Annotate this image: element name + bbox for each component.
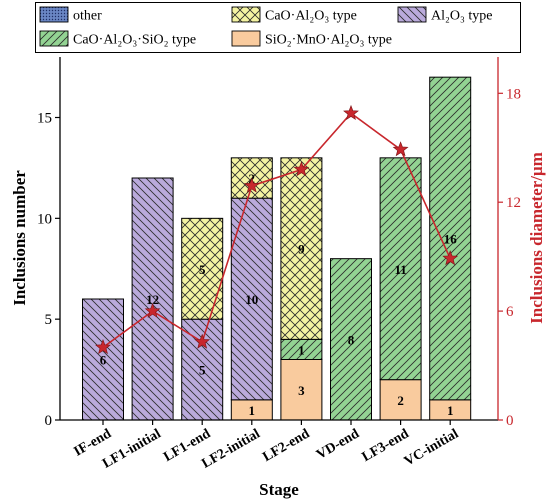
legend-label: CaO·Al₂O₃ type [265, 9, 357, 24]
data-label: 5 [199, 262, 206, 277]
y-tick-label: 10 [37, 211, 52, 227]
bar-segment [131, 177, 174, 421]
diameter-star-marker [95, 339, 111, 355]
legend-swatch [231, 30, 261, 47]
diameter-star-marker [144, 302, 161, 318]
legend: other CaO·Al₂O₃ type Al₂O₃ type CaO·Al₂O₃·S… [35, 2, 521, 53]
bar-segment [82, 298, 124, 421]
x-axis-title: Stage [259, 480, 299, 499]
y-axis-title: Inclusions number [10, 170, 29, 306]
diameter-star-marker [392, 141, 409, 157]
legend-swatch [397, 6, 427, 23]
bar-segment [379, 157, 422, 381]
bar-segment [379, 379, 422, 421]
diameter-star-marker [442, 250, 459, 266]
data-label: 12 [146, 292, 159, 307]
data-label: 2 [397, 393, 404, 408]
y2-axis-title: Inclusions diameter/μm [527, 152, 546, 324]
legend-swatch [39, 6, 69, 23]
bar-segment [181, 217, 224, 320]
y2-tick-label: 6 [506, 304, 514, 320]
data-label: 1 [249, 403, 256, 418]
data-label: 8 [348, 332, 355, 347]
data-label: 3 [298, 383, 305, 398]
legend-label: other [73, 9, 102, 24]
data-label: 16 [444, 232, 458, 247]
bar-segment [280, 359, 323, 421]
y2-tick-label: 18 [506, 86, 521, 102]
data-label: 9 [298, 242, 305, 257]
diameter-star-marker [293, 161, 310, 177]
y2-tick-label: 12 [506, 195, 521, 211]
x-tick-label: VC-initial [402, 426, 461, 469]
legend-swatch [39, 30, 69, 47]
bar-segment [230, 197, 273, 401]
bar-segment [181, 318, 224, 421]
data-label: 11 [394, 262, 406, 277]
diameter-star-marker [194, 333, 211, 349]
y-tick-label: 0 [45, 413, 53, 429]
diameter-line [95, 104, 459, 355]
data-label: 5 [199, 363, 206, 378]
data-label: 1 [298, 342, 305, 357]
legend-label: CaO·Al₂O₃·SiO₂ type [73, 33, 196, 48]
bar-segment [429, 76, 472, 401]
data-label: 6 [100, 353, 107, 368]
legend-label: SiO₂·MnO·Al₂O₃ type [265, 33, 392, 48]
diameter-line-path [102, 112, 451, 349]
x-tick-label: LF2-end [260, 426, 312, 465]
bar-segment [280, 157, 323, 340]
diameter-star-marker [343, 104, 359, 121]
diameter-star-marker [243, 177, 260, 193]
bar-segment [330, 258, 372, 421]
legend-label: Al₂O₃ type [431, 9, 492, 24]
bars [82, 76, 472, 421]
legend-swatch [231, 6, 261, 23]
legend-frame [35, 2, 521, 53]
y2-tick-label: 0 [506, 413, 514, 429]
y-tick-label: 5 [45, 312, 53, 328]
data-label: 10 [245, 292, 258, 307]
y-tick-label: 15 [37, 111, 52, 127]
data-label: 1 [447, 403, 454, 418]
x-tick-label: VD-end [314, 426, 362, 462]
